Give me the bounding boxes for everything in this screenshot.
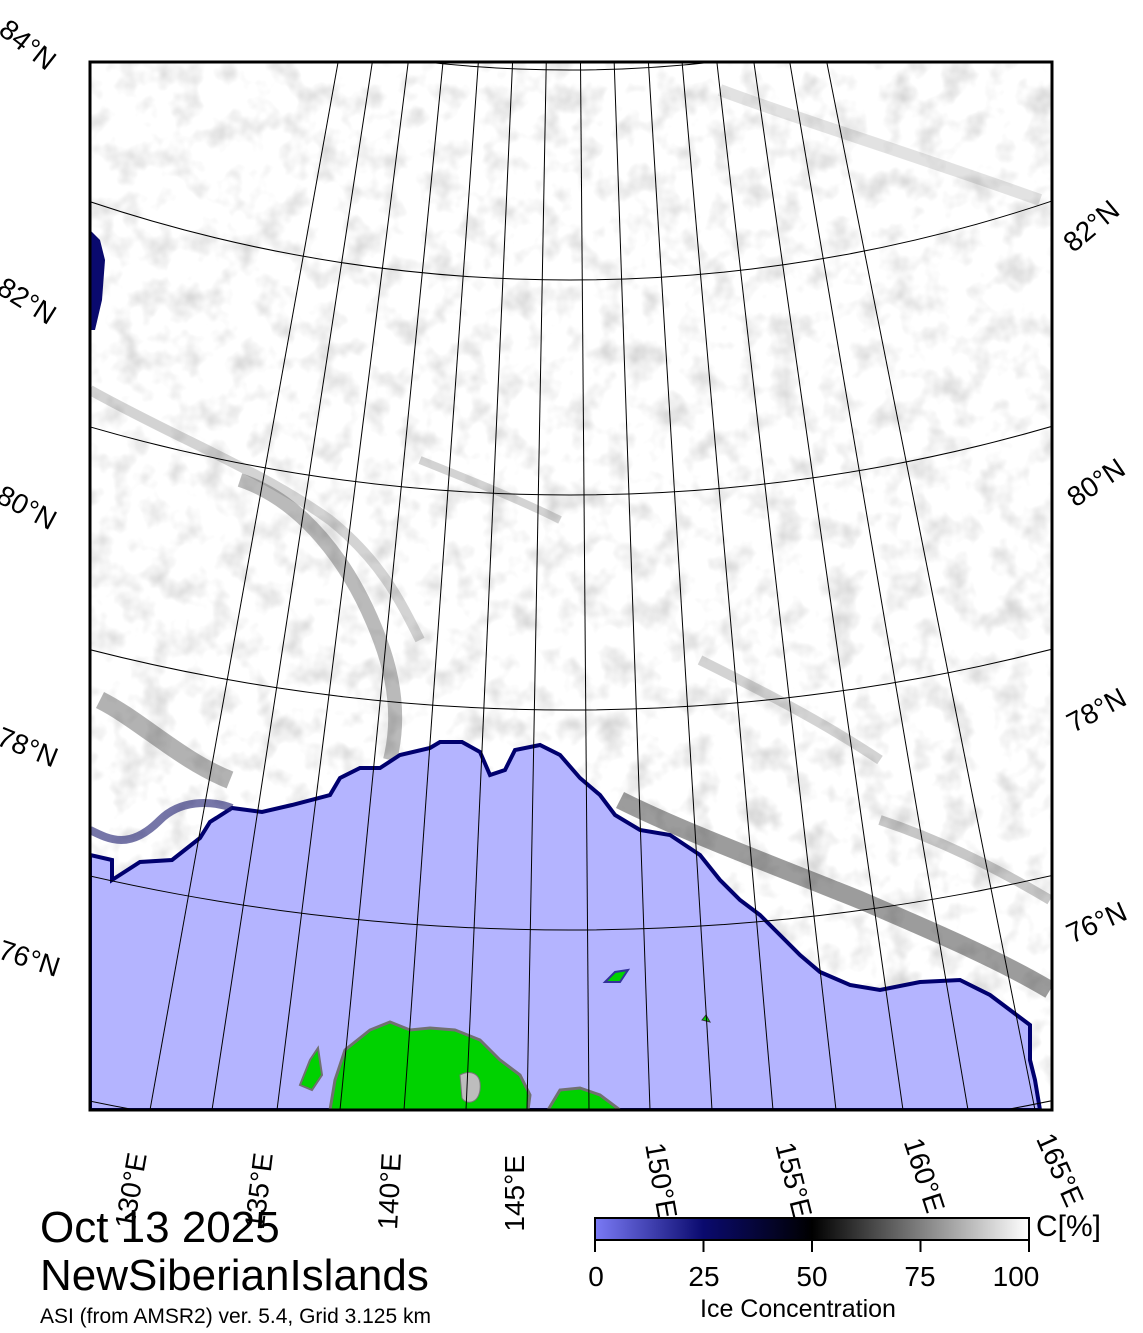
longitude-line (681, 62, 774, 1110)
longitude-line (339, 62, 444, 1110)
product-label: ASI (from AMSR2) ver. 5.4, Grid 3.125 km (40, 1305, 431, 1328)
graticule (90, 62, 1052, 1110)
longitude-line (789, 62, 969, 1110)
colorbar (594, 1217, 1030, 1252)
colorbar-title: Ice Concentration (700, 1295, 896, 1323)
longitude-line (526, 62, 547, 1110)
lon-label: 140°E (372, 1152, 407, 1231)
longitude-line (276, 62, 409, 1110)
longitude-line (211, 62, 373, 1110)
latitude-line (423, 62, 717, 71)
colorbar-unit: C[%] (1036, 1210, 1102, 1243)
longitude-line (753, 62, 904, 1110)
colorbar-tick: 25 (688, 1261, 720, 1292)
latitude-line (90, 200, 1052, 281)
longitude-line (149, 62, 339, 1110)
small-island-west (298, 1045, 324, 1092)
colorbar-gradient (594, 1217, 1030, 1241)
longitude-line (613, 62, 651, 1110)
faddeyevsky-island (546, 1086, 623, 1110)
longitude-line (403, 62, 479, 1110)
lon-label: 145°E (499, 1155, 530, 1232)
longitude-line (716, 62, 837, 1110)
open-water (90, 740, 1043, 1110)
map-area (90, 62, 1052, 1110)
colorbar-tick: 50 (796, 1261, 828, 1292)
bennett-island (602, 968, 631, 983)
longitude-line (465, 62, 514, 1110)
land-edge-west (90, 230, 105, 330)
longitude-line (826, 62, 1036, 1110)
region-label: NewSiberianIslands (40, 1251, 429, 1300)
longitude-line (647, 62, 713, 1110)
colorbar-tick: 100 (992, 1261, 1040, 1292)
date-label: Oct 13 2025 (40, 1203, 280, 1252)
map-frame (88, 60, 1054, 1112)
longitude-line (579, 62, 590, 1110)
colorbar-tick: 0 (588, 1261, 604, 1292)
colorbar-tick: 75 (904, 1261, 936, 1292)
